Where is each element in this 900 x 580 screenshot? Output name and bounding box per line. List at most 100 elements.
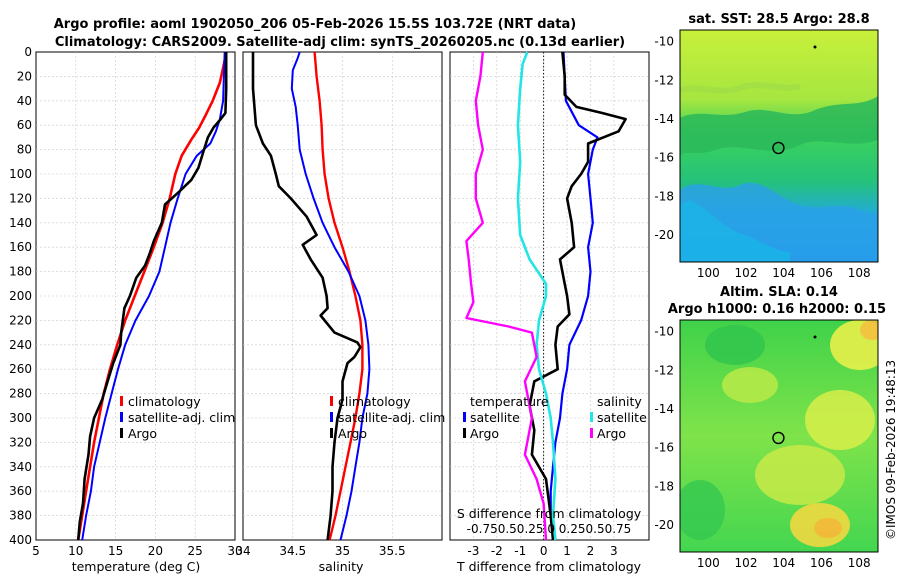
- sst-texture: [680, 82, 801, 94]
- depth-tick-label: 380: [9, 509, 32, 523]
- x-tick-label: -1: [514, 544, 526, 558]
- sla-mid-west: [722, 367, 778, 403]
- series-argo: [76, 52, 228, 541]
- sla-island: [813, 335, 817, 339]
- x-tick-label: -3: [467, 544, 479, 558]
- x-tick-label: 34.5: [279, 544, 306, 558]
- sla-map-title-line1: Altim. SLA: 0.14: [720, 285, 838, 300]
- diff-legend-sal-argo-swatch: [590, 428, 593, 438]
- figure-title-line2: Climatology: CARS2009. Satellite-adj cli…: [55, 35, 625, 50]
- x-tick-label: 2: [587, 544, 595, 558]
- sla-max-south: [814, 518, 842, 538]
- difference-legend-temperature: temperature satellite Argo: [463, 394, 549, 441]
- map-lat-tick: -14: [654, 402, 674, 416]
- difference-panel: -3 -2 -1 0 1 2 3 S difference from climatology…: [449, 51, 650, 574]
- depth-tick-label: 260: [9, 362, 32, 376]
- map-lat-tick: -10: [654, 35, 674, 49]
- x-tick-label: 3: [610, 544, 618, 558]
- depth-tick-label: 220: [9, 313, 32, 327]
- sal-legend-satellite-label: satellite-adj. clim: [338, 410, 445, 425]
- sla-map: Altim. SLA: 0.14 Argo h1000: 0.16 h2000:…: [654, 285, 886, 570]
- depth-tick-label: 0: [24, 45, 32, 59]
- sst-map-title: sat. SST: 28.5 Argo: 28.8: [688, 12, 869, 27]
- legend-satellite-label: satellite-adj. clim: [128, 410, 235, 425]
- sst-island: [813, 45, 817, 49]
- sal-legend-argo-label: Argo: [338, 426, 367, 441]
- sla-low-nw: [705, 325, 765, 365]
- depth-tick-label: 40: [17, 94, 32, 108]
- depth-tick-label: 280: [9, 387, 32, 401]
- sst-argo-marker: [772, 141, 785, 155]
- x-tick-label: 10: [68, 544, 83, 558]
- depth-tick-label: 140: [9, 216, 32, 230]
- diff-legend-salinity-title: salinity: [597, 394, 642, 409]
- x-tick-label: 35: [335, 544, 350, 558]
- map-lon-tick: 106: [810, 266, 833, 280]
- map-lon-tick: 104: [772, 556, 795, 570]
- series-satellite-adj-clim: [81, 51, 226, 541]
- sla-high-ne: [830, 320, 878, 370]
- map-lat-tick: -16: [654, 441, 674, 455]
- x-tick-label: 1: [563, 544, 571, 558]
- diff-legend-temp-satellite-swatch: [463, 412, 466, 422]
- temperature-legend: climatology satellite-adj. clim Argo: [120, 394, 235, 441]
- depth-tick-label: 340: [9, 460, 32, 474]
- legend-climatology-swatch: [120, 396, 123, 406]
- depth-tick-label: 360: [9, 484, 32, 498]
- difference-legend-salinity: salinity satellite Argo: [590, 394, 647, 441]
- depth-tick-label: 300: [9, 411, 32, 425]
- depth-tick-label: 180: [9, 265, 32, 279]
- s-difference-label: S difference from climatology: [457, 506, 642, 521]
- depth-tick-label: 320: [9, 435, 32, 449]
- sal-legend-argo-swatch: [330, 428, 333, 438]
- sla-peak-ne: [860, 320, 878, 340]
- series-climatology: [313, 51, 364, 541]
- depth-tick-label: 100: [9, 167, 32, 181]
- map-lat-tick: -20: [654, 518, 674, 532]
- salinity-xlabel: salinity: [319, 559, 364, 574]
- map-lat-tick: -14: [654, 112, 674, 126]
- map-lon-tick: 102: [735, 266, 758, 280]
- salinity-legend: climatology satellite-adj. clim Argo: [330, 394, 445, 441]
- sst-green-band: [680, 96, 878, 155]
- sla-high-south: [755, 445, 845, 505]
- legend-climatology-label: climatology: [128, 394, 201, 409]
- diff-legend-temp-argo-label: Argo: [470, 426, 499, 441]
- sal-legend-satellite-swatch: [330, 412, 333, 422]
- diff-legend-sal-argo-label: Argo: [597, 426, 626, 441]
- map-lat-tick: -18: [654, 479, 674, 493]
- series-climatology: [76, 51, 228, 541]
- depth-tick-label: 200: [9, 289, 32, 303]
- depth-tick-label: 80: [17, 143, 32, 157]
- sst-map-frame: [679, 29, 879, 263]
- x-tick-label: 20: [148, 544, 163, 558]
- diff-legend-sal-satellite-swatch: [590, 412, 593, 422]
- x-tick-label: -2: [491, 544, 503, 558]
- map-lat-tick: -16: [654, 151, 674, 165]
- x-tick-label: 30: [227, 544, 242, 558]
- x-tick-label: 0: [540, 544, 548, 558]
- sal-legend-climatology-swatch: [330, 396, 333, 406]
- map-lon-tick: 108: [848, 556, 871, 570]
- sla-argo-marker: [772, 431, 785, 445]
- watermark: ©IMOS 09-Feb-2026 19:48:13: [884, 360, 898, 540]
- series-argo: [251, 52, 362, 541]
- map-lon-tick: 106: [810, 556, 833, 570]
- depth-tick-label: 160: [9, 240, 32, 254]
- map-lon-tick: 100: [697, 266, 720, 280]
- depth-tick-label: 20: [17, 69, 32, 83]
- depth-tick-label: 400: [9, 533, 32, 547]
- series-salinity-argo: [465, 51, 548, 541]
- sla-low-sw: [680, 480, 725, 540]
- x-tick-label: 15: [108, 544, 123, 558]
- sst-map: sat. SST: 28.5 Argo: 28.8 100 102 104 106 10…: [654, 12, 879, 280]
- depth-tick-label: 120: [9, 191, 32, 205]
- map-lat-tick: -10: [654, 325, 674, 339]
- x-tick-label: 35.5: [379, 544, 406, 558]
- x-tick-label: 34: [235, 544, 250, 558]
- diff-legend-sal-satellite-label: satellite: [597, 410, 647, 425]
- legend-argo-swatch: [120, 428, 123, 438]
- map-lon-tick: 108: [848, 266, 871, 280]
- sal-legend-climatology-label: climatology: [338, 394, 411, 409]
